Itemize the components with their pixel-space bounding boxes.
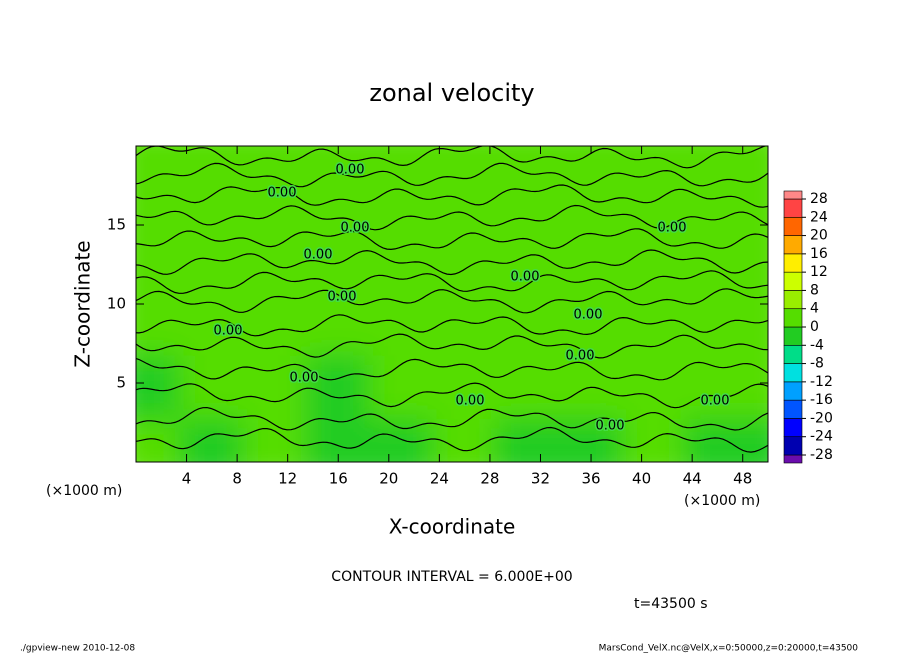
colorbar-box bbox=[783, 198, 803, 218]
contour-line bbox=[136, 357, 768, 381]
time-label: t=43500 s bbox=[634, 596, 708, 612]
x-tick-label: 16 bbox=[329, 470, 348, 488]
axis-unit: (×1000 m) bbox=[46, 483, 122, 499]
y-tick-label: 5 bbox=[116, 374, 126, 392]
x-tick-label: 28 bbox=[480, 470, 499, 488]
contour-line bbox=[136, 382, 768, 409]
colorbar-label: 0 bbox=[810, 319, 819, 335]
contour-label: 0.00 bbox=[328, 290, 357, 305]
colorbar-label: -16 bbox=[810, 392, 833, 408]
x-tick-label: 44 bbox=[683, 470, 702, 488]
colorbar-box bbox=[783, 235, 803, 255]
contour-label: 0.00 bbox=[701, 394, 730, 409]
x-tick-label: 12 bbox=[278, 470, 297, 488]
colorbar-label: -28 bbox=[810, 447, 833, 463]
colorbar-box bbox=[783, 216, 803, 236]
colorbar-box bbox=[783, 454, 803, 464]
colorbar-box bbox=[783, 190, 803, 200]
contour-line bbox=[136, 162, 768, 188]
contour-label: 0.00 bbox=[456, 394, 485, 409]
contour-line bbox=[136, 426, 768, 453]
contour-line bbox=[136, 333, 768, 359]
contour-label: 0.00 bbox=[658, 221, 687, 236]
x-tick-label: 32 bbox=[531, 470, 550, 488]
colorbar-label: 8 bbox=[810, 282, 819, 298]
contour-line bbox=[136, 184, 768, 208]
x-tick-label: 40 bbox=[632, 470, 651, 488]
y-axis-label: Z-coordinate bbox=[71, 240, 95, 367]
contour-label: 0.00 bbox=[566, 349, 595, 364]
x-tick-label: 4 bbox=[182, 470, 192, 488]
field-cell bbox=[684, 146, 768, 230]
contour-line bbox=[136, 270, 768, 294]
colorbar-label: -24 bbox=[810, 429, 833, 445]
y-tick-label: 10 bbox=[107, 295, 126, 313]
chart-title: zonal velocity bbox=[369, 79, 534, 107]
colorbar-label: 20 bbox=[810, 228, 828, 244]
contour-label: 0.00 bbox=[290, 371, 319, 386]
footer-left: ./gpview-new 2010-12-08 bbox=[20, 644, 135, 654]
axis-unit: (×1000 m) bbox=[684, 493, 760, 509]
colorbar-label: -4 bbox=[810, 337, 824, 353]
colorbar-label: -20 bbox=[810, 410, 833, 426]
colorbar-box bbox=[783, 436, 803, 456]
colorbar-box bbox=[783, 308, 803, 328]
contour-label: 0.00 bbox=[214, 324, 243, 339]
contour-label: 0.00 bbox=[268, 186, 297, 201]
colorbar-label: 12 bbox=[810, 264, 828, 280]
contour-line bbox=[136, 228, 768, 251]
colorbar-label: -8 bbox=[810, 356, 824, 372]
contour-label: 0.00 bbox=[574, 308, 603, 323]
colorbar-box bbox=[783, 399, 803, 419]
contour-label: 0.00 bbox=[336, 163, 365, 178]
contour-line bbox=[136, 204, 768, 231]
x-tick-label: 20 bbox=[379, 470, 398, 488]
colorbar-box bbox=[783, 381, 803, 401]
contour-line bbox=[136, 406, 768, 431]
x-tick-label: 48 bbox=[733, 470, 752, 488]
contour-label: 0.00 bbox=[304, 248, 333, 263]
contour-line bbox=[136, 314, 768, 337]
contour-line bbox=[136, 146, 768, 169]
contour-line bbox=[136, 288, 768, 314]
x-tick-label: 36 bbox=[581, 470, 600, 488]
colorbar-box bbox=[783, 326, 803, 346]
colorbar-box bbox=[783, 290, 803, 310]
colorbar-box bbox=[783, 418, 803, 438]
x-tick-label: 8 bbox=[232, 470, 242, 488]
y-tick-label: 15 bbox=[107, 216, 126, 234]
colorbar-box bbox=[783, 344, 803, 364]
colorbar-label: -12 bbox=[810, 374, 833, 390]
footer-right: MarsCond_VelX.nc@VelX,x=0:50000,z=0:2000… bbox=[599, 644, 859, 654]
colorbar-label: 4 bbox=[810, 301, 819, 317]
colorbar-label: 16 bbox=[810, 246, 828, 262]
contour-interval: CONTOUR INTERVAL = 6.000E+00 bbox=[331, 569, 572, 585]
colorbar-label: 24 bbox=[810, 209, 828, 225]
colorbar-label: 28 bbox=[810, 191, 828, 207]
contours: 0.00 0.00 0.00 0.00 0.00 0.00 0.00 0.00 0.00 0.00… bbox=[136, 146, 768, 453]
contour-label: 0.00 bbox=[511, 270, 540, 285]
colorbar-box bbox=[783, 363, 803, 383]
x-axis-label: X-coordinate bbox=[389, 515, 516, 539]
colorbar-box bbox=[783, 253, 803, 273]
contour-line bbox=[136, 249, 768, 276]
x-tick-label: 24 bbox=[430, 470, 449, 488]
colorbar-box bbox=[783, 271, 803, 291]
contour-label: 0.00 bbox=[596, 419, 625, 434]
contour-label: 0.00 bbox=[341, 221, 370, 236]
